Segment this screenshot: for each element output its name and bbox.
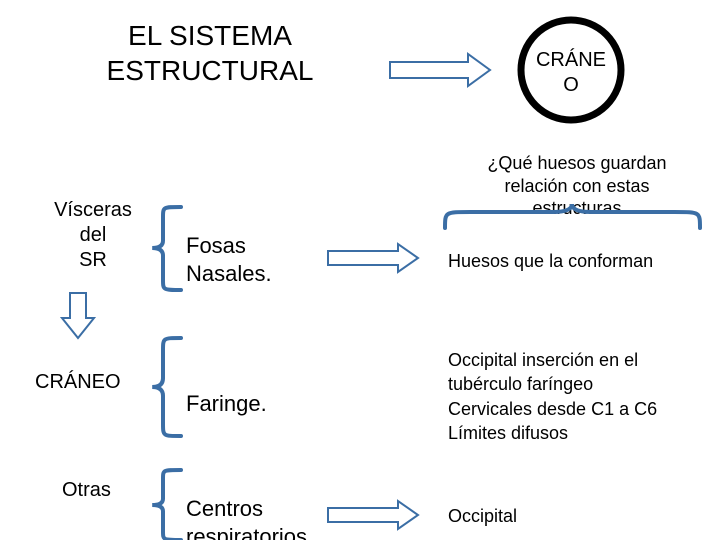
fosas-line2: Nasales. bbox=[186, 260, 272, 288]
circle-label-line1: CRÁNE bbox=[521, 48, 621, 73]
occipital-block-line1: Occipital inserción en el bbox=[448, 348, 657, 372]
circle-label-line2: O bbox=[521, 73, 621, 98]
huesos-text: Huesos que la conforman bbox=[448, 251, 653, 271]
centros-line1: Centros bbox=[186, 495, 313, 523]
huesos-label: Huesos que la conforman bbox=[448, 250, 653, 273]
question-line3: estructuras bbox=[452, 197, 702, 220]
occipital-block-line3: Cervicales desde C1 a C6 bbox=[448, 397, 657, 421]
otras-label: Otras bbox=[62, 478, 111, 503]
occipital-block: Occipital inserción en el tubérculo farí… bbox=[448, 348, 657, 445]
craneo-label: CRÁNEO bbox=[35, 370, 121, 395]
visceras-line3: SR bbox=[38, 248, 148, 273]
question-line1: ¿Qué huesos guardan bbox=[452, 152, 702, 175]
faringe-text: Faringe. bbox=[186, 391, 267, 416]
craneo-text: CRÁNEO bbox=[35, 371, 121, 393]
centros-line2: respiratorios. bbox=[186, 523, 313, 540]
occipital-block-line4: Límites difusos bbox=[448, 421, 657, 445]
title-line2: ESTRUCTURAL bbox=[80, 53, 340, 88]
visceras-line2: del bbox=[38, 223, 148, 248]
diagram-canvas: EL SISTEMA ESTRUCTURAL CRÁNE O Vísceras … bbox=[0, 0, 720, 540]
occipital2-text: Occipital bbox=[448, 506, 517, 526]
question-line2: relación con estas bbox=[452, 175, 702, 198]
question-label: ¿Qué huesos guardan relación con estas e… bbox=[452, 152, 702, 220]
occipital-block-line2: tubérculo faríngeo bbox=[448, 372, 657, 396]
otras-text: Otras bbox=[62, 479, 111, 501]
visceras-line1: Vísceras bbox=[38, 198, 148, 223]
visceras-label: Vísceras del SR bbox=[38, 198, 148, 273]
centros-label: Centros respiratorios. bbox=[186, 495, 313, 540]
occipital2-label: Occipital bbox=[448, 505, 517, 528]
fosas-line1: Fosas bbox=[186, 232, 272, 260]
fosas-label: Fosas Nasales. bbox=[186, 232, 272, 287]
faringe-label: Faringe. bbox=[186, 390, 267, 418]
circle-label: CRÁNE O bbox=[521, 48, 621, 98]
title-line1: EL SISTEMA bbox=[80, 18, 340, 53]
title: EL SISTEMA ESTRUCTURAL bbox=[80, 18, 340, 88]
